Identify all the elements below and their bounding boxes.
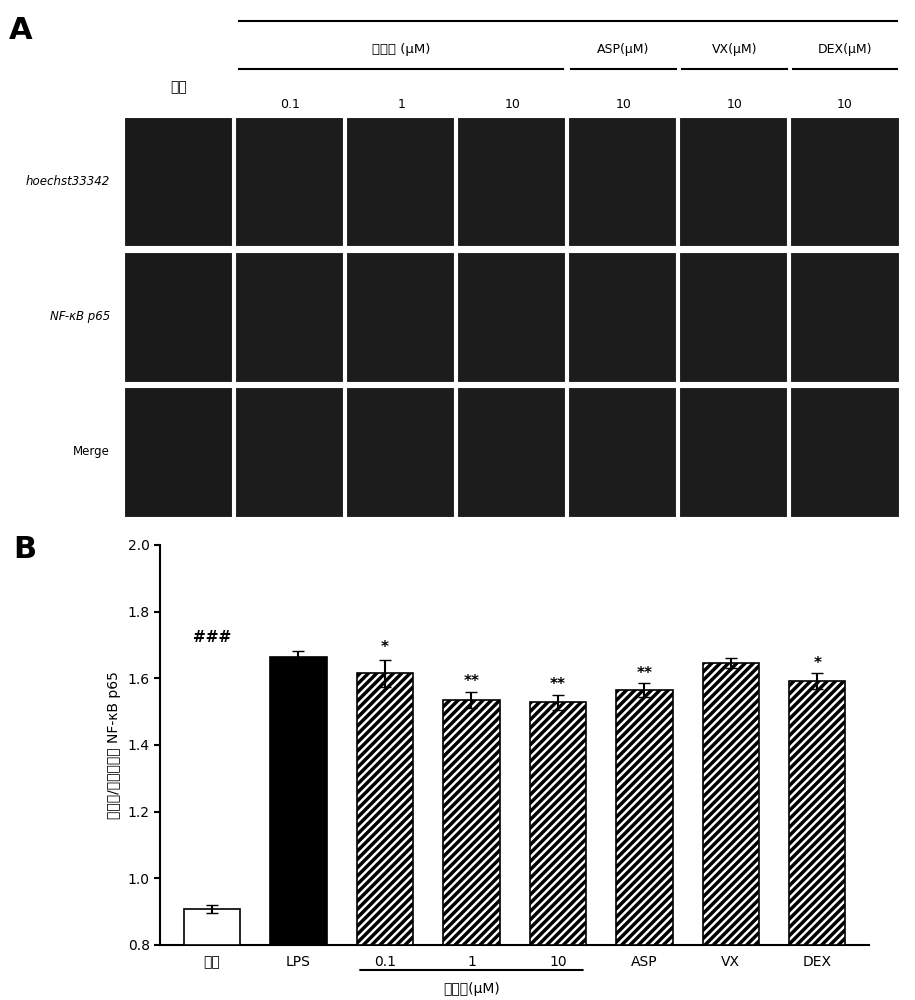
- Bar: [617, 690, 673, 945]
- Text: **: **: [637, 666, 652, 681]
- Bar: [703, 663, 759, 945]
- Text: Merge: Merge: [73, 445, 110, 458]
- Text: ###: ###: [193, 630, 231, 645]
- Bar: [791, 387, 899, 517]
- Text: DEX: DEX: [802, 955, 832, 969]
- Text: DEX(μM): DEX(μM): [818, 43, 872, 56]
- Bar: [530, 702, 586, 945]
- Text: 1: 1: [397, 98, 405, 111]
- Bar: [457, 252, 565, 382]
- Text: 10: 10: [837, 98, 853, 111]
- Bar: [679, 252, 788, 382]
- Bar: [790, 681, 845, 945]
- Text: B: B: [14, 535, 37, 564]
- Bar: [184, 909, 240, 945]
- Bar: [457, 387, 565, 517]
- Text: hoechst33342: hoechst33342: [26, 175, 110, 188]
- Bar: [271, 657, 327, 945]
- Text: ASP: ASP: [631, 955, 658, 969]
- Text: 1: 1: [467, 955, 476, 969]
- Bar: [568, 252, 676, 382]
- Bar: [791, 117, 899, 246]
- Bar: [234, 117, 343, 246]
- Text: VX(μM): VX(μM): [712, 43, 758, 56]
- Y-axis label: 细胞核/细胞质中的 NF-κB p65: 细胞核/细胞质中的 NF-κB p65: [107, 671, 121, 819]
- Text: *: *: [813, 656, 822, 671]
- Bar: [357, 673, 413, 945]
- Text: 0.1: 0.1: [374, 955, 396, 969]
- Text: **: **: [550, 677, 565, 692]
- Bar: [124, 387, 231, 517]
- Bar: [346, 117, 454, 246]
- Bar: [444, 700, 500, 945]
- Bar: [346, 387, 454, 517]
- Bar: [124, 117, 231, 246]
- Text: A: A: [9, 16, 33, 45]
- Bar: [679, 117, 788, 246]
- Bar: [234, 387, 343, 517]
- Text: 黄芩素 (μM): 黄芩素 (μM): [372, 43, 430, 56]
- Bar: [124, 252, 231, 382]
- Text: 10: 10: [549, 955, 566, 969]
- Bar: [568, 387, 676, 517]
- Text: ASP(μM): ASP(μM): [597, 43, 650, 56]
- Text: 10: 10: [727, 98, 743, 111]
- Bar: [234, 252, 343, 382]
- Bar: [679, 387, 788, 517]
- Text: 对照: 对照: [171, 80, 188, 94]
- Text: 黄芩素(μM): 黄芩素(μM): [443, 982, 500, 996]
- Bar: [791, 252, 899, 382]
- Bar: [457, 117, 565, 246]
- Text: **: **: [464, 674, 479, 689]
- Text: *: *: [381, 640, 389, 655]
- Text: NF-κB p65: NF-κB p65: [49, 310, 110, 323]
- Text: 10: 10: [504, 98, 521, 111]
- Text: LPS: LPS: [286, 955, 311, 969]
- Text: 0.1: 0.1: [280, 98, 300, 111]
- Bar: [568, 117, 676, 246]
- Text: 对照: 对照: [204, 955, 221, 969]
- Bar: [346, 252, 454, 382]
- Text: VX: VX: [721, 955, 740, 969]
- Text: 10: 10: [616, 98, 631, 111]
